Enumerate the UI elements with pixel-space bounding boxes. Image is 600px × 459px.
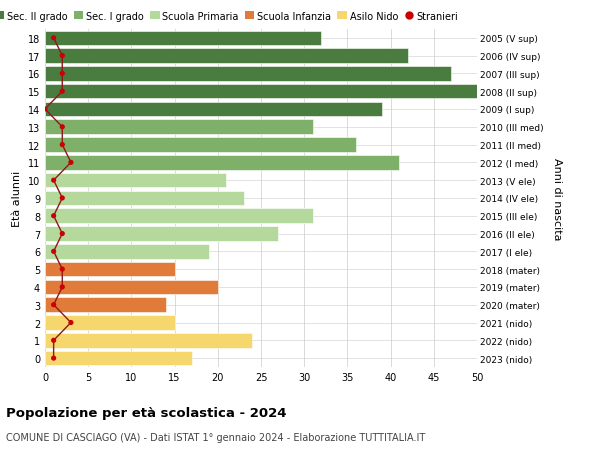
Bar [45, 333, 253, 348]
Bar [45, 262, 175, 277]
Bar [45, 102, 382, 117]
Y-axis label: Anni di nascita: Anni di nascita [552, 157, 562, 240]
Legend: Sec. II grado, Sec. I grado, Scuola Primaria, Scuola Infanzia, Asilo Nido, Stran: Sec. II grado, Sec. I grado, Scuola Prim… [0, 11, 458, 22]
Point [58, 195, 67, 202]
Point [58, 266, 67, 273]
Bar [45, 280, 218, 295]
Y-axis label: Età alunni: Età alunni [12, 170, 22, 227]
Bar [45, 156, 399, 170]
Point [58, 124, 67, 131]
Point [58, 53, 67, 60]
Point [58, 88, 67, 95]
Text: Popolazione per età scolastica - 2024: Popolazione per età scolastica - 2024 [6, 406, 287, 419]
Bar [45, 85, 477, 99]
Bar [45, 138, 356, 152]
Bar [45, 67, 451, 82]
Point [66, 319, 76, 326]
Point [49, 213, 58, 220]
Point [49, 302, 58, 309]
Point [40, 106, 50, 113]
Bar [45, 191, 244, 206]
Point [66, 159, 76, 167]
Point [58, 141, 67, 149]
Point [49, 337, 58, 344]
Point [58, 71, 67, 78]
Text: COMUNE DI CASCIAGO (VA) - Dati ISTAT 1° gennaio 2024 - Elaborazione TUTTITALIA.I: COMUNE DI CASCIAGO (VA) - Dati ISTAT 1° … [6, 432, 425, 442]
Bar [45, 49, 408, 64]
Bar [45, 245, 209, 259]
Bar [45, 298, 166, 312]
Point [49, 355, 58, 362]
Bar [45, 351, 192, 366]
Point [49, 35, 58, 42]
Bar [45, 31, 322, 46]
Point [58, 230, 67, 238]
Bar [45, 227, 278, 241]
Point [58, 284, 67, 291]
Bar [45, 315, 175, 330]
Bar [45, 209, 313, 224]
Bar [45, 174, 226, 188]
Point [49, 177, 58, 185]
Bar [45, 120, 313, 135]
Point [49, 248, 58, 256]
